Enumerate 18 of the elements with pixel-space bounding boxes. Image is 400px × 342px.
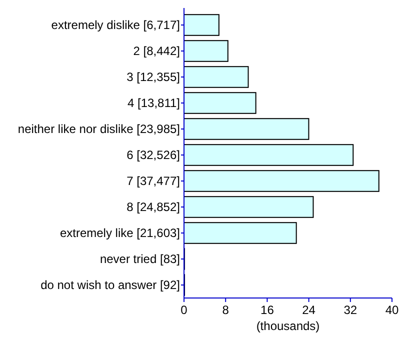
y-tick-label: 6 [32,526] (126, 148, 180, 162)
y-tick-label: 2 [8,442] (133, 44, 180, 58)
y-tick-label: 8 [24,852] (126, 200, 180, 214)
x-tick-label: 16 (260, 303, 274, 317)
y-tick-label: extremely like [21,603] (60, 226, 180, 240)
x-tick-label: 8 (222, 303, 230, 317)
y-tick-label: never tried [83] (100, 252, 180, 266)
y-tick-label: 4 [13,811] (128, 96, 180, 110)
x-tick-label: 32 (344, 303, 358, 317)
y-tick-label: 7 [37,477] (126, 174, 180, 188)
y-tick-label: do not wish to answer [92] (40, 278, 180, 292)
x-tick-label: 0 (180, 303, 188, 317)
y-tick-label: 3 [12,355] (126, 70, 180, 84)
y-tick-label: neither like nor dislike [23,985] (18, 122, 180, 136)
x-axis-title: (thousands) (256, 319, 320, 333)
x-tick-label: 40 (385, 303, 399, 317)
y-tick-label: extremely dislike [6,717] (51, 18, 180, 32)
x-tick-label: 24 (302, 303, 316, 317)
